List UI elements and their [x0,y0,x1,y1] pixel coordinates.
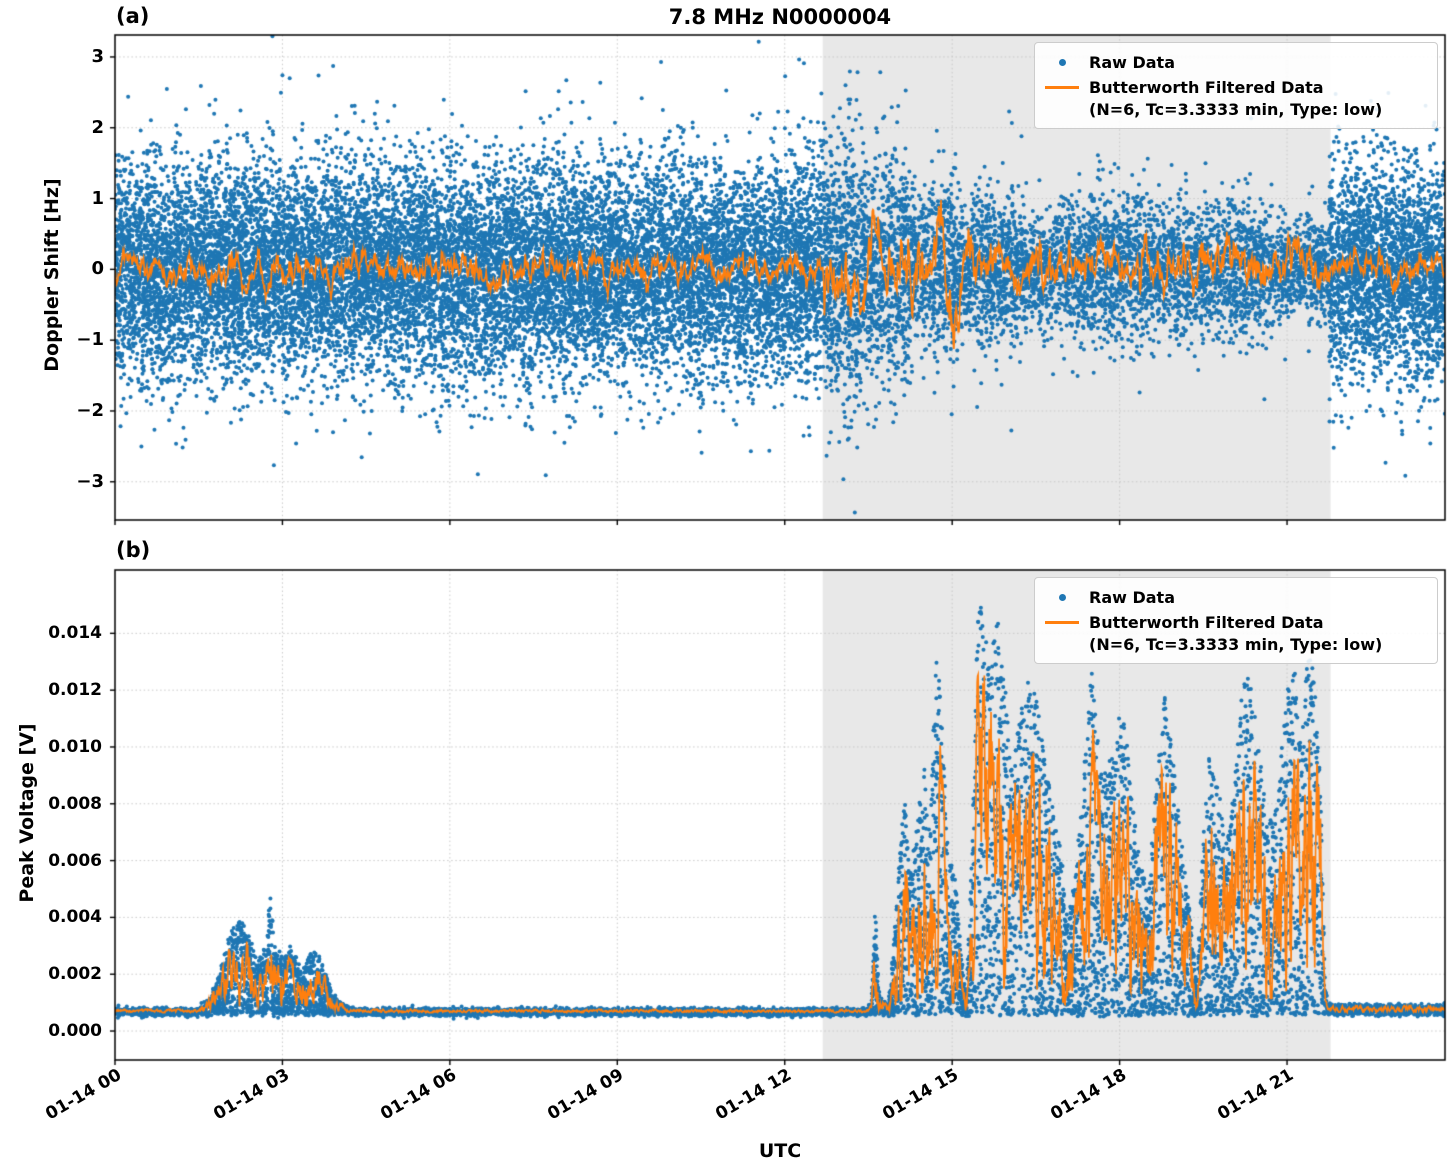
panel-b-y-axis-label: Peak Voltage [V] [16,723,38,903]
y-tick-label: 0.002 [48,964,102,984]
legend-row-filtered: Butterworth Filtered Data [1043,610,1429,635]
raw-data-dot-icon [1058,594,1066,601]
y-tick-label: 0.000 [48,1021,102,1041]
y-tick-label: 3 [91,46,104,67]
filtered-line-icon [1045,621,1079,624]
y-tick-label: −2 [76,400,104,421]
legend-raw-marker [1043,59,1081,66]
legend-filtered-marker [1043,621,1081,624]
chart-title: 7.8 MHz N0000004 [668,5,892,29]
legend-row-raw: Raw Data [1043,585,1429,610]
legend-raw-marker [1043,594,1081,601]
y-tick-label: 0.008 [48,794,102,814]
y-tick-label: 0.004 [48,907,102,927]
legend-panel-b: Raw Data Butterworth Filtered Data (N=6,… [1034,577,1438,664]
y-tick-label: −1 [76,329,104,350]
raw-data-dot-icon [1058,59,1066,66]
legend-raw-label: Raw Data [1089,53,1175,72]
legend-filtered-label: Butterworth Filtered Data [1089,78,1324,97]
legend-filtered-params: (N=6, Tc=3.3333 min, Type: low) [1089,100,1383,119]
legend-filtered-params: (N=6, Tc=3.3333 min, Type: low) [1089,635,1383,654]
y-tick-label: −3 [76,471,104,492]
legend-filtered-label: Butterworth Filtered Data [1089,613,1324,632]
y-tick-label: 2 [91,117,104,138]
legend-row-raw: Raw Data [1043,50,1429,75]
panel-a-label: (a) [116,4,150,28]
y-tick-label: 0.012 [48,680,102,700]
legend-filtered-marker [1043,86,1081,89]
y-tick-label: 0 [91,258,104,279]
x-axis-label: UTC [758,1140,802,1162]
legend-panel-a: Raw Data Butterworth Filtered Data (N=6,… [1034,42,1438,129]
legend-raw-label: Raw Data [1089,588,1175,607]
y-tick-label: 0.010 [48,737,102,757]
filtered-line-icon [1045,86,1079,89]
legend-row-filtered: Butterworth Filtered Data [1043,75,1429,100]
y-tick-label: 0.006 [48,851,102,871]
y-tick-label: 0.014 [48,623,102,643]
y-tick-label: 1 [91,188,104,209]
panel-b-label: (b) [116,538,151,562]
